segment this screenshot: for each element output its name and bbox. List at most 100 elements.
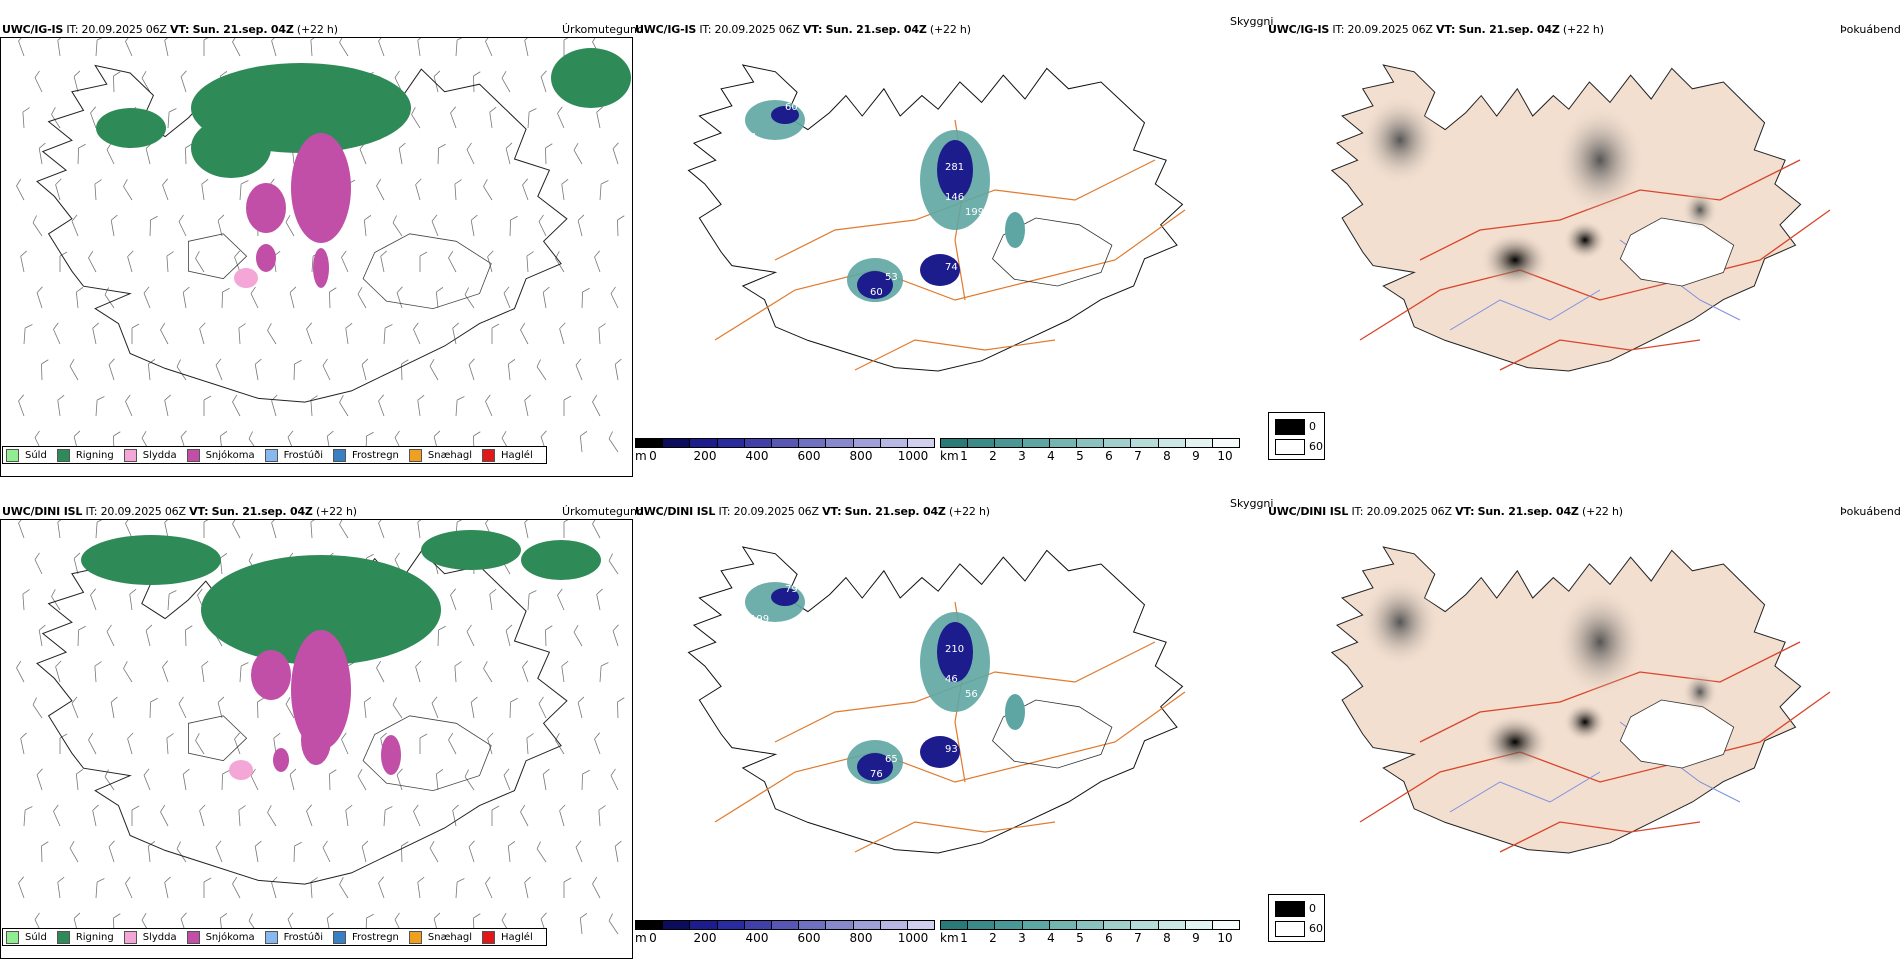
wind-barb [329, 287, 337, 309]
colorbar-tick: 600 [797, 931, 821, 945]
wind-barb [608, 553, 619, 575]
visibility-m-colorbar: m 0 200 400 600 800 1000 [635, 438, 935, 463]
wind-barb [361, 358, 369, 381]
visibility-km-colorbar: km 1 2 3 4 5 6 7 8 9 10 [940, 438, 1240, 463]
wind-barb [176, 359, 187, 381]
model-name: UWC/DINI ISL [635, 505, 716, 518]
wind-barb [95, 878, 105, 899]
wind-barb [73, 70, 81, 93]
wind-barb [322, 840, 331, 863]
field-title: Þokuábendi [1840, 505, 1900, 518]
wind-barb [610, 768, 619, 791]
wind-barb [417, 520, 425, 539]
wind-barb [285, 696, 295, 719]
valid-time: Sun. 21.sep. 04Z [192, 23, 294, 36]
wind-barb [573, 142, 583, 165]
wind-barb [376, 660, 385, 683]
wind-barb [559, 322, 566, 345]
fog-indicator-map[interactable] [1300, 40, 1860, 440]
colorbar-tick: 5 [1076, 931, 1084, 945]
wind-barb [612, 142, 619, 165]
wind-barb [415, 660, 422, 683]
wind-barb [561, 660, 569, 683]
legend-item: Snæhagl [408, 930, 472, 944]
wind-barb [594, 732, 601, 755]
wind-barb [232, 38, 241, 57]
colorbar-tick: 3 [1018, 931, 1026, 945]
visibility-value-label: 88 [985, 814, 998, 825]
wind-barb [164, 876, 171, 899]
legend-swatch [123, 930, 137, 944]
wind-barb [503, 286, 511, 309]
wind-barb [524, 520, 531, 539]
coastline [36, 546, 568, 885]
visibility-map[interactable]: 60 4 281 146 199 53 60 74 64 4 [655, 40, 1245, 440]
wind-barb [485, 876, 493, 899]
wind-barb [16, 660, 25, 683]
wind-barb [143, 768, 151, 791]
valid-time-label: VT: [822, 505, 842, 518]
wind-barb [167, 590, 177, 611]
wind-barb [88, 732, 97, 755]
legend-item: Haglél [482, 930, 533, 944]
wind-barb [455, 38, 465, 57]
wind-barb [23, 324, 33, 345]
coastline [36, 64, 568, 403]
precip-type-map[interactable] [0, 519, 633, 959]
wind-barb [127, 250, 134, 273]
colorbar-tick: 1 [960, 931, 968, 945]
colorbar-tick: 1 [960, 449, 968, 463]
wind-barb [392, 697, 403, 719]
wind-barb [22, 589, 30, 611]
wind-barb [238, 323, 246, 345]
wind-barb [293, 359, 302, 381]
model-name: UWC/IG-IS [635, 23, 697, 36]
colorbar-tick: 1000 [897, 931, 929, 945]
colorbar-tick: 2 [989, 449, 997, 463]
wind-barb [221, 769, 230, 791]
wind-barb [232, 394, 241, 417]
wind-barb [219, 553, 228, 575]
visibility-value-label: 56 [965, 689, 978, 700]
wind-barb [417, 876, 425, 899]
wind-barb [149, 697, 158, 719]
wind-barb [339, 395, 349, 417]
panel-header: UWC/DINI ISL IT: 20.09.2025 06Z VT: Sun.… [1268, 505, 1623, 518]
valid-time: Sun. 21.sep. 04Z [1458, 23, 1560, 36]
wind-barb [524, 38, 531, 57]
wind-barb [53, 804, 61, 827]
river-line [1449, 289, 1601, 331]
precip-type-map[interactable] [0, 37, 633, 477]
wind-barb [129, 588, 137, 611]
visibility-value-label: 46 [945, 674, 958, 685]
wind-barb [123, 661, 133, 683]
wind-barb [592, 394, 601, 417]
wind-barb [345, 804, 353, 827]
wind-barb [599, 180, 609, 201]
glacier-outline [362, 715, 492, 792]
legend-swatch [408, 930, 422, 944]
wind-barb [577, 696, 585, 719]
wind-barb [520, 322, 529, 345]
wind-barb [431, 214, 439, 237]
wind-barb [34, 70, 43, 93]
wind-barb [234, 250, 241, 273]
visibility-map[interactable]: 79 199 210 46 56 65 76 93 4 88 [655, 522, 1245, 922]
legend-item: Frostregn [333, 930, 399, 944]
wind-barb [69, 358, 79, 381]
fog-indicator-map[interactable] [1300, 522, 1860, 922]
wind-barb [598, 323, 606, 345]
wind-barb [167, 108, 177, 129]
lead-time: (+22 h) [296, 23, 338, 36]
wind-barb [577, 214, 585, 237]
wind-barb [592, 876, 601, 899]
wind-barb [429, 840, 439, 863]
wind-barb [322, 358, 331, 381]
model-name: UWC/DINI ISL [1268, 505, 1349, 518]
wind-barb [95, 396, 105, 417]
road-line [1499, 339, 1701, 371]
wind-barb [503, 768, 511, 791]
wind-barb [145, 624, 153, 647]
wind-barb [131, 805, 140, 826]
colorbar-tick: 10 [1217, 931, 1233, 945]
